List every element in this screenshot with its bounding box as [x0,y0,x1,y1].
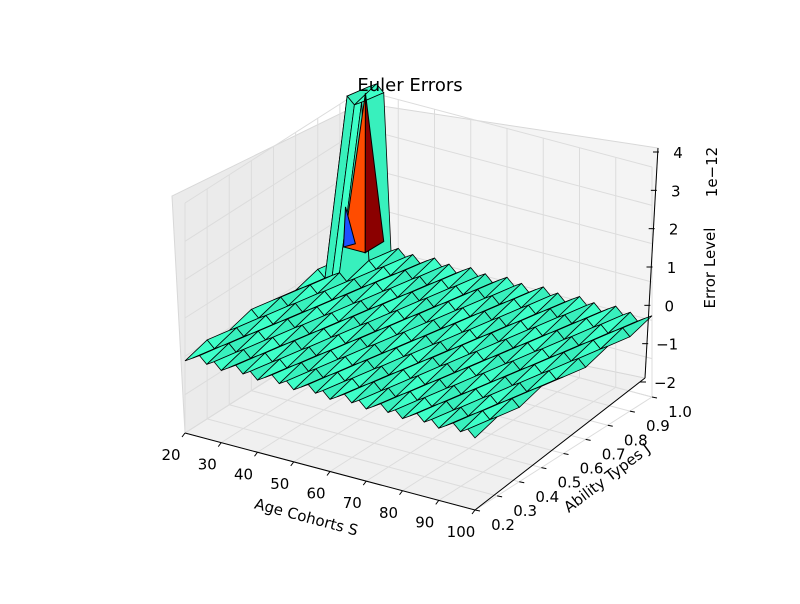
surface-facet [467,416,498,439]
y-tick-mark [629,410,635,413]
z-axis-ticks: −2 −1 0 1 2 3 4 [640,144,683,392]
x-tick-label: 80 [379,504,398,522]
y-tick-mark [519,481,525,484]
y-tick-mark [474,509,481,512]
z-tick-label: −2 [654,374,676,392]
y-tick-label: 0.3 [513,502,537,520]
y-tick-label: 0.9 [646,417,670,435]
x-tick-mark [217,442,222,447]
x-tick-mark [399,490,403,496]
y-tick-label: 0.6 [580,460,604,478]
x-tick-label: 40 [234,465,253,483]
grid-line-y [251,390,542,469]
grid-line-y [229,404,520,483]
y-axis-line [474,377,646,511]
grid-line-y [206,418,498,497]
chart-title: Euler Errors [357,75,462,96]
x-tick-label: 30 [198,456,217,474]
peak-face-side [364,93,385,254]
x-tick-label: 60 [306,485,325,503]
x-tick-mark [254,451,258,457]
z-tick-label: −1 [656,336,678,354]
x-tick-mark [435,500,440,505]
y-tick-mark [497,495,503,498]
y-tick-mark [563,453,569,455]
x-tick-label: 90 [415,513,434,531]
x-tick-mark [181,432,186,438]
y-tick-label: 1.0 [668,403,692,421]
z-tick-label: 1 [667,259,677,277]
x-tick-label: 100 [447,523,476,541]
z-axis-line [644,147,659,379]
y-tick-mark [651,396,658,399]
y-tick-label: 0.4 [535,488,559,506]
y-tick-label: 0.5 [557,474,581,492]
x-tick-mark [471,509,476,515]
x-tick-mark [290,461,295,467]
y-tick-label: 0.2 [491,516,515,534]
z-axis-label: Error Level [701,228,719,309]
x-tick-mark [326,471,331,476]
y-axis-ticks: 0.20.30.40.50.60.70.80.91.0 [474,396,692,534]
x-tick-label: 70 [343,494,362,512]
z-tick-label: 2 [669,221,679,239]
z-tick-label: 4 [673,144,683,162]
y-tick-mark [541,467,547,470]
y-tick-mark [607,424,613,427]
z-offset-text: 1e−12 [703,147,721,197]
x-tick-label: 50 [270,475,289,493]
error-surface [184,83,653,439]
y-tick-label: 0.7 [602,445,626,463]
y-tick-label: 0.8 [624,431,648,449]
x-axis-ticks: 20 30 40 50 60 70 80 90 100 [161,432,476,541]
z-tick-label: 3 [671,182,681,200]
x-tick-label: 20 [161,446,180,464]
x-tick-mark [362,480,367,486]
peak-face-left [342,206,356,248]
z-tick-label: 0 [665,297,675,315]
y-tick-mark [585,438,591,441]
